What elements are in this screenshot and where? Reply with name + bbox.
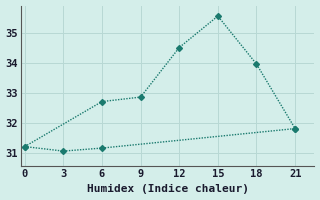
X-axis label: Humidex (Indice chaleur): Humidex (Indice chaleur) — [87, 184, 249, 194]
